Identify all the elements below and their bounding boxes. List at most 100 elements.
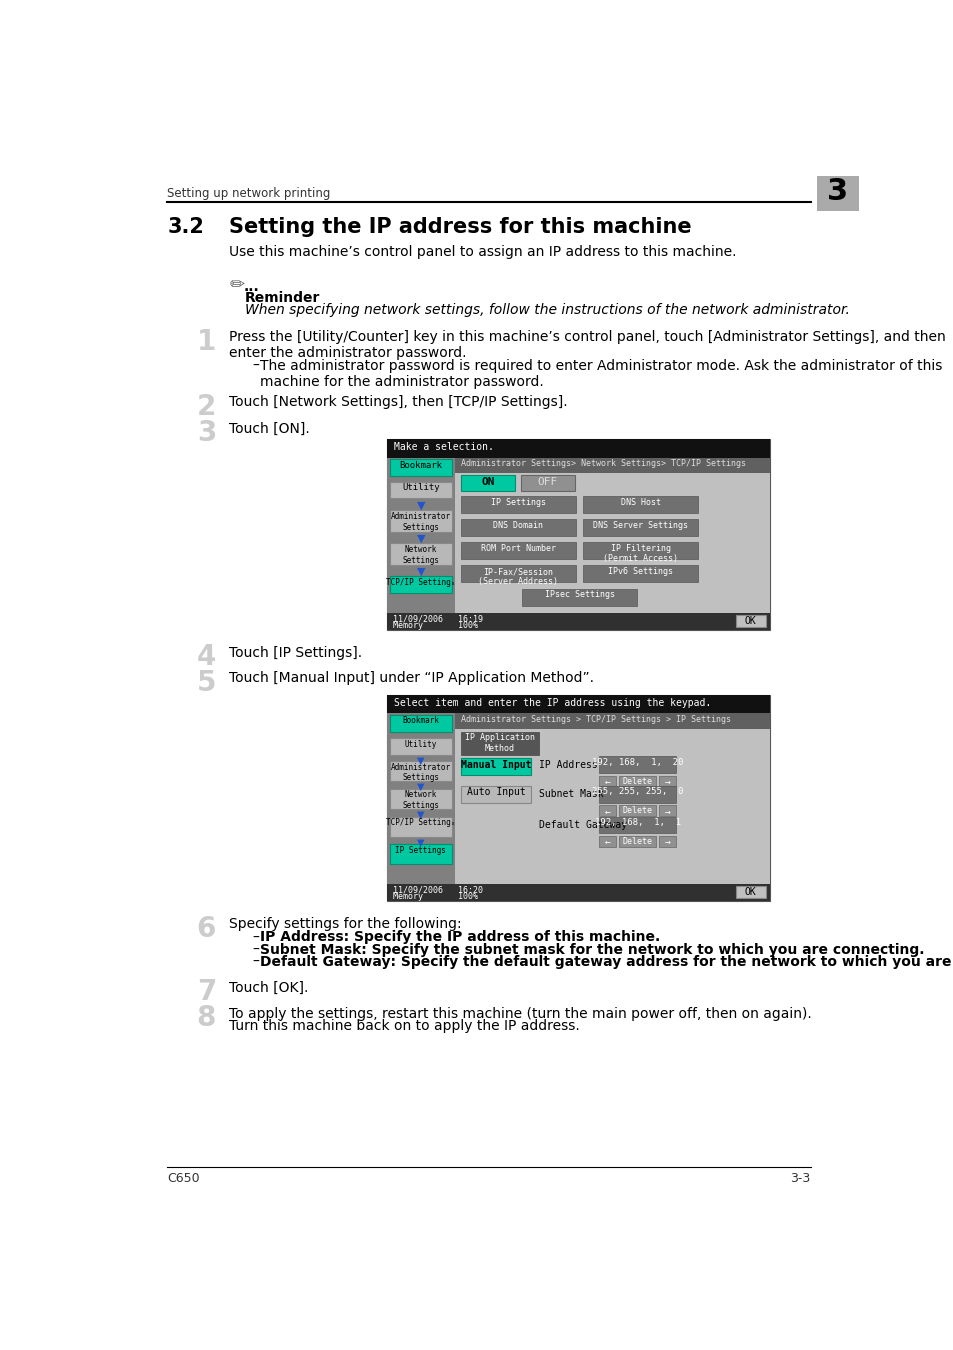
Text: DNS Domain: DNS Domain [493, 521, 543, 529]
Text: Manual Input: Manual Input [460, 760, 531, 770]
Text: →: → [664, 837, 670, 848]
Text: Utility: Utility [401, 483, 439, 493]
Bar [618, 805, 656, 815]
Text: Administrator Settings> Network Settings> TCP/IP Settings: Administrator Settings> Network Settings… [460, 459, 745, 468]
Text: ▼: ▼ [416, 567, 424, 576]
Text: 3: 3 [196, 420, 216, 447]
Bar [386, 695, 769, 902]
Bar [460, 757, 530, 775]
Bar [520, 475, 575, 491]
Text: Select item and enter the IP address using the keypad.: Select item and enter the IP address usi… [394, 698, 711, 707]
Text: 7: 7 [196, 979, 216, 1006]
Text: ←: ← [604, 806, 610, 817]
Bar [455, 713, 769, 729]
Bar [583, 497, 698, 513]
Text: Network
Settings: Network Settings [402, 545, 438, 564]
Bar [598, 817, 676, 833]
Text: Touch [Network Settings], then [TCP/IP Settings].: Touch [Network Settings], then [TCP/IP S… [229, 396, 567, 409]
Bar [598, 786, 676, 803]
Text: Administrator
Settings: Administrator Settings [390, 763, 451, 782]
Text: IP Address: IP Address [537, 760, 597, 770]
Text: Touch [Manual Input] under “IP Application Method”.: Touch [Manual Input] under “IP Applicati… [229, 671, 594, 684]
Text: OFF: OFF [537, 477, 558, 487]
Text: ←: ← [604, 837, 610, 848]
Bar [390, 716, 452, 732]
Bar [583, 543, 698, 559]
Bar [460, 786, 530, 803]
Text: 3.2: 3.2 [167, 217, 204, 238]
Text: –: – [253, 954, 259, 969]
Text: 6: 6 [196, 915, 216, 944]
Bar [386, 884, 769, 902]
Bar [390, 761, 452, 782]
Bar [460, 566, 575, 582]
Bar [460, 732, 537, 755]
Text: Delete: Delete [622, 837, 652, 846]
Bar [816, 176, 858, 212]
Text: Touch [ON].: Touch [ON]. [229, 421, 310, 436]
Text: ←: ← [604, 778, 610, 787]
Text: Bookmark: Bookmark [402, 717, 438, 725]
Text: OK: OK [744, 887, 756, 898]
Bar [521, 589, 637, 606]
Text: Make a selection.: Make a selection. [394, 443, 494, 452]
Text: Auto Input: Auto Input [466, 787, 525, 798]
Text: The administrator password is required to enter Administrator mode. Ask the admi: The administrator password is required t… [260, 359, 942, 389]
Bar [386, 458, 455, 613]
Text: –: – [253, 359, 259, 373]
Text: IP Settings: IP Settings [395, 845, 446, 855]
Text: 3-3: 3-3 [789, 1172, 810, 1185]
Bar [598, 776, 616, 787]
Text: ▼: ▼ [416, 533, 424, 544]
Bar [460, 497, 575, 513]
Text: IPsec Settings: IPsec Settings [544, 590, 614, 599]
Text: Touch [OK].: Touch [OK]. [229, 980, 309, 995]
Bar [390, 817, 452, 837]
Text: ▼: ▼ [416, 501, 424, 510]
Bar [390, 459, 452, 477]
Text: IP Filtering
(Permit Access): IP Filtering (Permit Access) [602, 544, 678, 563]
Bar [390, 510, 452, 532]
Text: When specifying network settings, follow the instructions of the network adminis: When specifying network settings, follow… [245, 302, 849, 317]
Text: –: – [253, 930, 259, 945]
Text: ▼: ▼ [416, 810, 424, 819]
Text: Setting up network printing: Setting up network printing [167, 186, 331, 200]
Text: Touch [IP Settings].: Touch [IP Settings]. [229, 645, 362, 660]
Bar [390, 738, 452, 755]
Text: ✏: ✏ [229, 275, 244, 294]
Bar [736, 614, 765, 628]
Text: Administrator Settings > TCP/IP Settings > IP Settings: Administrator Settings > TCP/IP Settings… [460, 716, 730, 724]
Bar [455, 458, 769, 613]
Bar [659, 836, 676, 846]
Bar [618, 776, 656, 787]
Text: TCP/IP Settingₓ: TCP/IP Settingₓ [386, 818, 455, 828]
Text: 4: 4 [196, 643, 216, 671]
Bar [390, 576, 452, 593]
Text: ▼: ▼ [416, 837, 424, 848]
Bar [659, 805, 676, 815]
Text: 1: 1 [196, 328, 215, 355]
Bar [455, 458, 769, 472]
Text: Use this machine’s control panel to assign an IP address to this machine.: Use this machine’s control panel to assi… [229, 246, 736, 259]
Text: ▼: ▼ [416, 782, 424, 792]
Text: DNS Host: DNS Host [620, 498, 660, 506]
Text: Reminder: Reminder [245, 292, 320, 305]
Text: ON: ON [481, 477, 495, 487]
Bar [390, 543, 452, 564]
Text: Turn this machine back on to apply the IP address.: Turn this machine back on to apply the I… [229, 1019, 579, 1033]
Bar [390, 482, 452, 498]
Text: 255, 255, 255,  0: 255, 255, 255, 0 [592, 787, 682, 796]
Text: To apply the settings, restart this machine (turn the main power off, then on ag: To apply the settings, restart this mach… [229, 1007, 811, 1021]
Text: Bookmark: Bookmark [398, 460, 442, 470]
Text: 2: 2 [196, 393, 216, 421]
Bar [583, 520, 698, 536]
Bar [460, 520, 575, 536]
Bar [386, 695, 769, 713]
Bar [386, 613, 769, 630]
Text: Delete: Delete [622, 778, 652, 786]
Text: DNS Server Settings: DNS Server Settings [593, 521, 688, 529]
Text: IP Settings: IP Settings [491, 498, 545, 506]
Text: Memory       100%: Memory 100% [393, 621, 477, 630]
Bar [455, 713, 769, 884]
Text: Subnet Mask: Specify the subnet mask for the network to which you are connecting: Subnet Mask: Specify the subnet mask for… [260, 942, 923, 957]
